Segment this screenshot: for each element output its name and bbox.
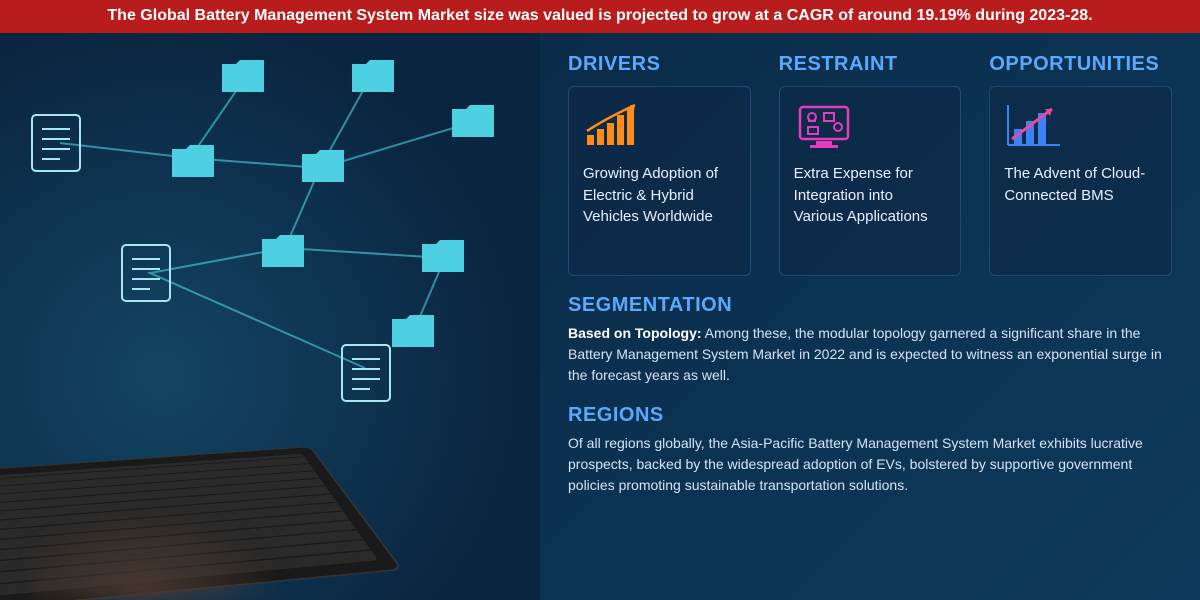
- bars-arrow-icon: [1004, 101, 1157, 149]
- opportunities-heading: OPPORTUNITIES: [989, 53, 1172, 76]
- folder-icon: [300, 148, 346, 184]
- segmentation-lead: Based on Topology:: [568, 325, 702, 341]
- document-icon: [340, 343, 392, 403]
- drivers-text: Growing Adoption of Electric & Hybrid Ve…: [583, 163, 736, 228]
- right-content-panel: DRIVERS: [540, 33, 1200, 600]
- restraint-column: RESTRAINT: [779, 53, 962, 276]
- folder-icon: [350, 58, 396, 94]
- regions-text: Of all regions globally, the Asia-Pacifi…: [568, 433, 1172, 496]
- regions-heading: REGIONS: [568, 404, 1172, 427]
- opportunities-text: The Advent of Cloud-Connected BMS: [1004, 163, 1157, 207]
- folder-icon: [170, 143, 216, 179]
- header-text: The Global Battery Management System Mar…: [107, 7, 1092, 24]
- left-visual-panel: [0, 33, 540, 600]
- segmentation-heading: SEGMENTATION: [568, 294, 1172, 317]
- folder-icon: [420, 238, 466, 274]
- cards-row: DRIVERS: [568, 53, 1172, 276]
- body-area: DRIVERS: [0, 33, 1200, 600]
- folder-icon: [220, 58, 266, 94]
- growth-chart-icon: [583, 101, 736, 149]
- segmentation-text: Based on Topology: Among these, the modu…: [568, 323, 1172, 386]
- infographic-container: The Global Battery Management System Mar…: [0, 0, 1200, 600]
- segmentation-section: SEGMENTATION Based on Topology: Among th…: [568, 294, 1172, 386]
- restraint-card: Extra Expense for Integration into Vario…: [779, 86, 962, 276]
- opportunities-column: OPPORTUNITIES: [989, 53, 1172, 276]
- restraint-heading: RESTRAINT: [779, 53, 962, 76]
- drivers-heading: DRIVERS: [568, 53, 751, 76]
- drivers-card: Growing Adoption of Electric & Hybrid Ve…: [568, 86, 751, 276]
- hands-graphic: [30, 490, 310, 600]
- header-bar: The Global Battery Management System Mar…: [0, 0, 1200, 33]
- document-icon: [30, 113, 82, 173]
- folder-icon: [390, 313, 436, 349]
- folder-icon: [450, 103, 496, 139]
- document-icon: [120, 243, 172, 303]
- restraint-text: Extra Expense for Integration into Vario…: [794, 163, 947, 228]
- regions-section: REGIONS Of all regions globally, the Asi…: [568, 404, 1172, 496]
- opportunities-card: The Advent of Cloud-Connected BMS: [989, 86, 1172, 276]
- integration-screen-icon: [794, 101, 947, 149]
- drivers-column: DRIVERS: [568, 53, 751, 276]
- folder-icon: [260, 233, 306, 269]
